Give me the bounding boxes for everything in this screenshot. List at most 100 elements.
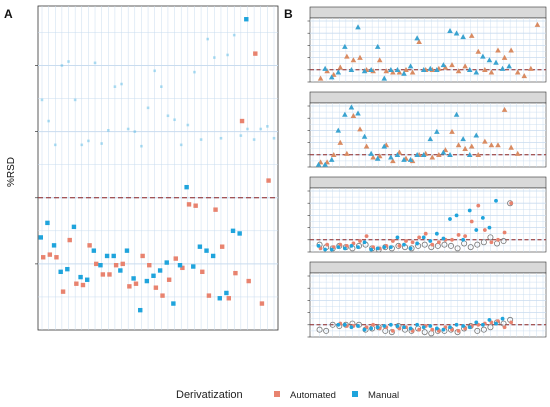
automated-point xyxy=(450,237,454,242)
automated-point xyxy=(508,144,514,150)
faint-point xyxy=(146,106,150,110)
automated-point xyxy=(501,54,508,60)
open-point xyxy=(487,324,494,331)
automated-point xyxy=(456,233,461,237)
automated-point xyxy=(449,128,455,134)
automated-point xyxy=(509,201,514,206)
manual-point xyxy=(474,228,479,232)
automated-point xyxy=(253,51,258,56)
faint-point xyxy=(252,138,256,141)
faint-point xyxy=(199,138,203,141)
manual-point xyxy=(407,156,414,162)
automated-point xyxy=(87,243,92,248)
manual-point xyxy=(210,253,216,259)
automated-point xyxy=(266,178,271,183)
manual-point xyxy=(197,244,203,249)
open-point xyxy=(480,239,487,246)
manual-point xyxy=(480,322,485,327)
automated-point xyxy=(495,47,501,53)
manual-point xyxy=(427,136,434,142)
automated-point xyxy=(514,150,521,156)
manual-point xyxy=(124,248,130,253)
automated-point xyxy=(417,235,422,240)
manual-point xyxy=(460,136,466,142)
manual-point xyxy=(356,324,360,328)
automated-point xyxy=(462,145,468,151)
manual-point xyxy=(408,246,413,251)
automated-point xyxy=(54,255,59,260)
manual-point xyxy=(494,198,498,203)
automated-point xyxy=(482,67,488,73)
automated-point xyxy=(468,143,475,149)
automated-point xyxy=(193,203,198,208)
automated-point xyxy=(350,57,357,63)
open-point xyxy=(454,245,461,252)
open-point xyxy=(467,244,474,251)
automated-point xyxy=(344,150,350,156)
panel-b-facets xyxy=(307,6,547,338)
automated-point xyxy=(41,255,46,260)
manual-point xyxy=(322,65,328,71)
automated-point xyxy=(344,53,350,59)
automated-point xyxy=(482,138,488,144)
manual-point xyxy=(342,246,347,251)
automated-point xyxy=(166,277,172,282)
manual-point xyxy=(454,213,459,218)
faint-point xyxy=(67,60,70,63)
manual-point xyxy=(448,325,452,330)
manual-point xyxy=(349,325,354,330)
manual-point xyxy=(461,237,466,242)
manual-point xyxy=(157,268,163,273)
faint-point xyxy=(113,85,117,88)
faint-point xyxy=(40,98,44,102)
automated-point xyxy=(404,239,408,243)
panel-a-y-axis-label: %RSD xyxy=(6,157,17,187)
manual-point xyxy=(447,27,453,33)
panel-a-y-ticks xyxy=(35,65,38,265)
faint-point xyxy=(246,127,249,131)
manual-point xyxy=(131,276,136,281)
faint-point xyxy=(133,130,137,133)
manual-point xyxy=(355,110,361,116)
manual-point xyxy=(151,273,156,278)
faint-point xyxy=(213,56,216,59)
manual-point xyxy=(362,327,367,332)
manual-point xyxy=(381,75,388,81)
manual-point xyxy=(65,266,70,272)
faint-point xyxy=(100,142,103,145)
automated-point xyxy=(80,282,86,288)
faint-point xyxy=(93,61,97,65)
legend-manual-swatch xyxy=(352,391,358,397)
automated-point xyxy=(180,265,185,271)
manual-point xyxy=(402,325,406,330)
open-point xyxy=(441,241,448,248)
automated-point xyxy=(496,237,500,242)
automated-point xyxy=(489,240,494,245)
facet-strip xyxy=(309,261,547,274)
manual-point xyxy=(138,307,143,313)
manual-point xyxy=(104,253,110,259)
automated-point xyxy=(325,242,330,247)
manual-point xyxy=(447,152,453,158)
facet-hepg2 xyxy=(307,176,547,253)
automated-point xyxy=(330,152,337,158)
automated-point xyxy=(390,158,396,164)
manual-point xyxy=(434,67,440,73)
manual-point xyxy=(499,65,506,71)
open-point xyxy=(447,242,454,249)
manual-point xyxy=(420,67,427,73)
manual-point xyxy=(328,74,335,80)
manual-point xyxy=(164,260,169,265)
faint-point xyxy=(232,33,236,37)
automated-point xyxy=(508,47,514,53)
automated-point xyxy=(140,253,145,259)
manual-point xyxy=(388,154,394,160)
automated-point xyxy=(409,69,416,75)
automated-point xyxy=(495,142,501,148)
manual-point xyxy=(382,245,387,250)
faint-point xyxy=(53,143,57,147)
manual-point xyxy=(428,239,433,243)
faint-point xyxy=(226,53,229,57)
manual-point xyxy=(217,296,222,301)
automated-point xyxy=(186,202,192,207)
